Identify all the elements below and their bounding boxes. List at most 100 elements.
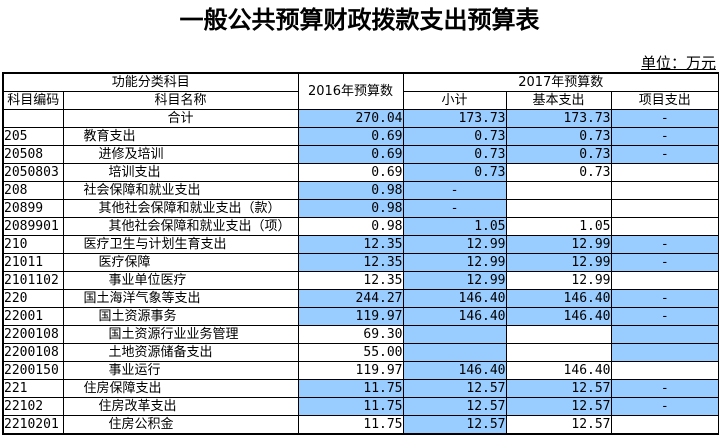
header-subject-name: 科目名称 [62, 91, 299, 110]
cell-2016-budget: 0.69 [297, 145, 404, 164]
header-row-2: 科目编码 科目名称 小计 基本支出 项目支出 [2, 91, 719, 110]
cell-2017-subtotal: 12.99 [402, 235, 507, 254]
cell-2017-project: - [610, 289, 719, 308]
cell-2017-project [610, 271, 719, 290]
table-row: 210 医疗卫生与计划生育支出 12.35 12.99 12.99- [2, 235, 719, 254]
cell-2017-basic: 12.99 [505, 253, 612, 272]
cell-subject-name: 事业单位医疗 [62, 271, 299, 290]
header-project-expenditure: 项目支出 [610, 91, 719, 110]
cell-2017-subtotal: - [402, 181, 507, 200]
header-subject-code: 科目编码 [2, 91, 64, 110]
table-row: 20508 进修及培训 0.69 0.73 0.73- [2, 145, 719, 164]
cell-2016-budget: 0.69 [297, 163, 404, 182]
cell-subject-code: 210 [2, 235, 64, 254]
cell-2017-project [610, 343, 719, 362]
cell-2017-subtotal: 1.05 [402, 217, 507, 236]
cell-2017-basic: 0.73 [505, 163, 612, 182]
cell-subject-name: 国土海洋气象等支出 [62, 289, 299, 308]
header-2016-budget: 2016年预算数 [297, 72, 404, 110]
cell-subject-name: 其他社会保障和就业支出（款） [62, 199, 299, 218]
cell-subject-code: 2101102 [2, 271, 64, 290]
cell-2017-basic: 146.40 [505, 307, 612, 326]
cell-2017-project: - [610, 235, 719, 254]
cell-2017-basic: 146.40 [505, 361, 612, 380]
table-row: 205 教育支出 0.69 0.73 0.73- [2, 127, 719, 146]
cell-2017-subtotal: 0.73 [402, 145, 507, 164]
cell-subject-code: 20508 [2, 145, 64, 164]
cell-2017-subtotal: 0.73 [402, 163, 507, 182]
cell-2016-budget: 119.97 [297, 307, 404, 326]
cell-2016-budget: 270.04 [297, 109, 404, 128]
cell-subject-name: 教育支出 [62, 127, 299, 146]
cell-2017-project: - [610, 253, 719, 272]
cell-2017-basic [505, 325, 612, 344]
table-row: 合计 270.04 173.73 173.73- [2, 109, 719, 128]
cell-2016-budget: 119.97 [297, 361, 404, 380]
cell-2017-project [610, 199, 719, 218]
cell-2017-subtotal: 12.57 [402, 397, 507, 416]
cell-2016-budget: 12.35 [297, 253, 404, 272]
cell-subject-name: 土地资源储备支出 [62, 343, 299, 362]
cell-2016-budget: 0.98 [297, 181, 404, 200]
cell-2017-basic [505, 343, 612, 362]
cell-2017-basic [505, 199, 612, 218]
cell-subject-name: 事业运行 [62, 361, 299, 380]
cell-2017-subtotal: 12.57 [402, 415, 507, 435]
cell-subject-code: 208 [2, 181, 64, 200]
cell-2017-subtotal: 146.40 [402, 361, 507, 380]
cell-2017-basic [505, 181, 612, 200]
cell-2017-project: - [610, 379, 719, 398]
cell-subject-code: 22001 [2, 307, 64, 326]
table-row: 2200108 土地资源储备支出 55.00 [2, 343, 719, 362]
cell-subject-name: 住房公积金 [62, 415, 299, 435]
cell-2017-project: - [610, 109, 719, 128]
cell-2017-project [610, 181, 719, 200]
table-body: 合计 270.04 173.73 173.73-205 教育支出 0.69 0.73 0.73… [2, 109, 719, 435]
cell-2017-basic: 0.73 [505, 145, 612, 164]
cell-2017-project: - [610, 307, 719, 326]
cell-2016-budget: 244.27 [297, 289, 404, 308]
header-func-group: 功能分类科目 [2, 72, 299, 92]
table-row: 2089901 其他社会保障和就业支出（项） 0.98 1.05 1.05 [2, 217, 719, 236]
cell-subject-name: 住房改革支出 [62, 397, 299, 416]
cell-2017-project: - [610, 145, 719, 164]
cell-subject-name: 其他社会保障和就业支出（项） [62, 217, 299, 236]
cell-2016-budget: 11.75 [297, 415, 404, 435]
cell-2017-subtotal: 146.40 [402, 289, 507, 308]
cell-2016-budget: 0.98 [297, 217, 404, 236]
table-row: 21011 医疗保障 12.35 12.99 12.99- [2, 253, 719, 272]
cell-2017-basic: 0.73 [505, 127, 612, 146]
table-row: 22001 国土资源事务 119.97 146.40 146.40- [2, 307, 719, 326]
cell-2017-subtotal: 12.57 [402, 379, 507, 398]
header-row-1: 功能分类科目 2016年预算数 2017年预算数 [2, 72, 719, 110]
cell-subject-name: 合计 [62, 109, 299, 128]
cell-2017-project [610, 361, 719, 380]
cell-subject-code: 205 [2, 127, 64, 146]
table-row: 22102 住房改革支出 11.75 12.57 12.57- [2, 397, 719, 416]
cell-subject-code: 2200150 [2, 361, 64, 380]
cell-2017-basic: 173.73 [505, 109, 612, 128]
table-row: 208 社会保障和就业支出 0.98- [2, 181, 719, 200]
cell-2016-budget: 0.98 [297, 199, 404, 218]
cell-subject-name: 医疗保障 [62, 253, 299, 272]
cell-2017-project [610, 163, 719, 182]
page-title: 一般公共预算财政拨款支出预算表 [179, 6, 540, 34]
cell-2016-budget: 55.00 [297, 343, 404, 362]
table-header: 功能分类科目 2016年预算数 2017年预算数 科目编码 科目名称 小计 基本… [2, 72, 719, 110]
cell-2016-budget: 11.75 [297, 397, 404, 416]
table-row: 20899 其他社会保障和就业支出（款） 0.98- [2, 199, 719, 218]
cell-2017-basic: 12.99 [505, 271, 612, 290]
table-row: 2210201 住房公积金 11.75 12.57 12.57 [2, 415, 719, 435]
cell-2017-subtotal: 0.73 [402, 127, 507, 146]
table-row: 2200150 事业运行 119.97 146.40 146.40 [2, 361, 719, 380]
cell-subject-code: 2050803 [2, 163, 64, 182]
cell-2017-basic: 12.57 [505, 379, 612, 398]
cell-subject-code: 221 [2, 379, 64, 398]
cell-2017-project: - [610, 127, 719, 146]
cell-2016-budget: 11.75 [297, 379, 404, 398]
cell-2016-budget: 12.35 [297, 235, 404, 254]
cell-2017-project: - [610, 397, 719, 416]
cell-subject-code: 220 [2, 289, 64, 308]
header-2017-budget: 2017年预算数 [402, 72, 719, 92]
cell-2016-budget: 0.69 [297, 127, 404, 146]
